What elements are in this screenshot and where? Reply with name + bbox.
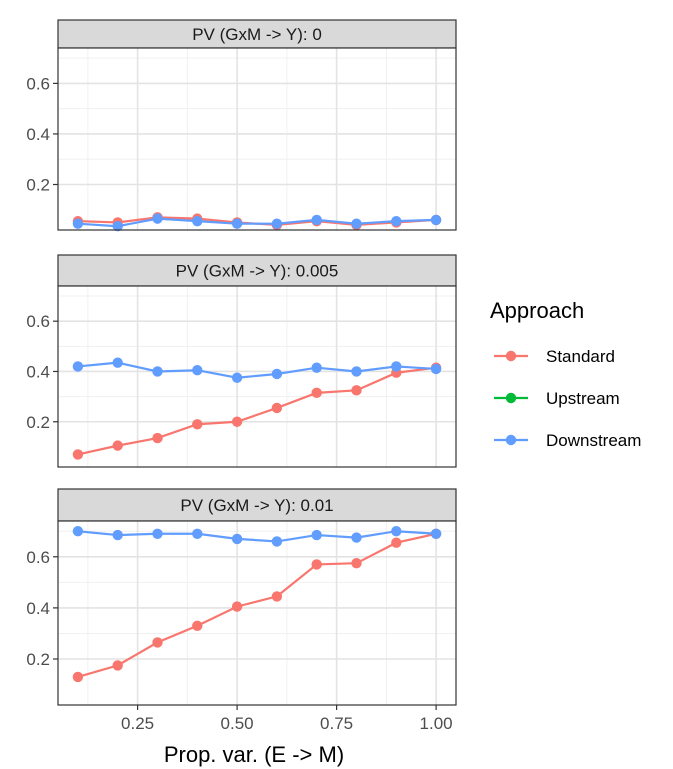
legend-key-point	[505, 350, 517, 362]
data-point-downstream	[192, 215, 203, 227]
facet-strip-label: PV (GxM -> Y): 0.01	[180, 496, 333, 515]
legend-label: Standard	[546, 347, 615, 366]
data-point-downstream	[271, 368, 283, 380]
facet-panel-1: PV (GxM -> Y): 0 0.2 0.4 0.6	[26, 19, 457, 232]
data-point-standard	[391, 537, 402, 548]
panel-border	[57, 520, 457, 706]
data-point-standard	[231, 416, 243, 427]
data-point-downstream	[231, 533, 243, 545]
legend-item-standard: Standard	[494, 347, 615, 366]
data-point-downstream	[351, 532, 362, 543]
panel-border	[57, 285, 457, 468]
facet-panel-2: PV (GxM -> Y): 0.005 0.2 0.4 0.6	[26, 254, 457, 468]
data-point-downstream	[311, 529, 322, 541]
data-point-downstream	[231, 372, 243, 383]
data-point-downstream	[391, 215, 402, 227]
data-point-standard	[311, 559, 322, 570]
x-tick-label: 1.00	[420, 714, 453, 733]
x-axis: 0.25 0.50 0.75 1.00	[121, 705, 453, 733]
data-point-standard	[192, 419, 203, 430]
facet-strip-label: PV (GxM -> Y): 0	[192, 25, 322, 44]
data-point-downstream	[351, 218, 362, 229]
data-point-downstream	[152, 213, 163, 224]
x-tick-label: 0.75	[320, 714, 353, 733]
data-point-downstream	[271, 218, 283, 229]
series-downstream	[72, 213, 442, 232]
facet-strip-label: PV (GxM -> Y): 0.005	[176, 262, 339, 281]
data-point-standard	[311, 387, 322, 399]
data-point-standard	[152, 637, 163, 648]
data-point-downstream	[271, 536, 283, 547]
data-point-downstream	[391, 361, 402, 372]
data-point-standard	[72, 449, 84, 460]
data-point-downstream	[72, 361, 84, 372]
facet-panels: PV (GxM -> Y): 00.20.40.6PV (GxM -> Y): …	[26, 19, 457, 706]
series-downstream	[72, 526, 442, 547]
legend-item-upstream: Upstream	[494, 389, 620, 408]
data-point-standard	[271, 591, 283, 602]
y-tick-label: 0.2	[26, 650, 50, 669]
series-line-downstream	[77, 361, 437, 379]
x-tick-label: 0.25	[121, 714, 154, 733]
data-point-standard	[72, 671, 84, 683]
series-line-downstream	[77, 530, 437, 543]
data-point-downstream	[231, 218, 243, 229]
data-point-downstream	[311, 362, 322, 373]
data-point-standard	[351, 557, 362, 569]
legend-key-point	[505, 434, 517, 446]
data-point-downstream	[112, 357, 123, 368]
data-point-downstream	[311, 214, 322, 226]
data-point-downstream	[112, 221, 123, 232]
y-tick-label: 0.6	[26, 312, 50, 331]
data-point-downstream	[72, 218, 84, 229]
x-axis-title: Prop. var. (E -> M)	[164, 742, 344, 767]
data-point-standard	[271, 402, 283, 414]
data-point-standard	[351, 385, 362, 396]
panel-border	[57, 47, 457, 231]
series-standard	[72, 528, 442, 683]
series-line-standard	[77, 532, 437, 678]
legend-item-downstream: Downstream	[494, 431, 641, 450]
y-tick-label: 0.4	[26, 599, 50, 618]
y-tick-label: 0.6	[26, 548, 50, 567]
facet-strip	[57, 254, 457, 287]
y-tick-label: 0.2	[26, 176, 50, 195]
legend: Approach Standard Upstream Downstream	[490, 298, 641, 450]
legend-label: Downstream	[546, 431, 641, 450]
facet-panel-3: PV (GxM -> Y): 0.01 0.2 0.4 0.6	[26, 488, 457, 706]
facet-strip	[57, 19, 457, 49]
series-line-downstream	[77, 217, 437, 228]
data-point-standard	[112, 440, 123, 451]
data-point-standard	[231, 601, 243, 612]
data-point-downstream	[72, 526, 84, 537]
legend-key-point	[505, 392, 517, 404]
data-point-downstream	[192, 365, 203, 376]
data-point-downstream	[152, 528, 163, 539]
data-point-downstream	[192, 528, 203, 539]
data-point-standard	[152, 432, 163, 444]
y-tick-label: 0.4	[26, 125, 50, 144]
data-point-downstream	[391, 526, 402, 537]
x-tick-label: 0.50	[221, 714, 254, 733]
y-tick-label: 0.2	[26, 413, 50, 432]
plot-background	[58, 521, 456, 705]
data-point-downstream	[351, 366, 362, 377]
data-point-downstream	[430, 214, 442, 226]
data-point-downstream	[430, 363, 442, 375]
legend-title: Approach	[490, 298, 584, 323]
plot-background	[58, 48, 456, 230]
y-tick-label: 0.4	[26, 362, 50, 381]
data-point-standard	[112, 660, 123, 671]
series-line-standard	[77, 366, 437, 456]
data-point-downstream	[430, 528, 442, 539]
data-point-downstream	[112, 529, 123, 541]
series-downstream	[72, 357, 442, 383]
series-standard	[72, 362, 442, 460]
legend-label: Upstream	[546, 389, 620, 408]
y-tick-label: 0.6	[26, 74, 50, 93]
data-point-standard	[192, 620, 203, 631]
data-point-downstream	[152, 366, 163, 377]
